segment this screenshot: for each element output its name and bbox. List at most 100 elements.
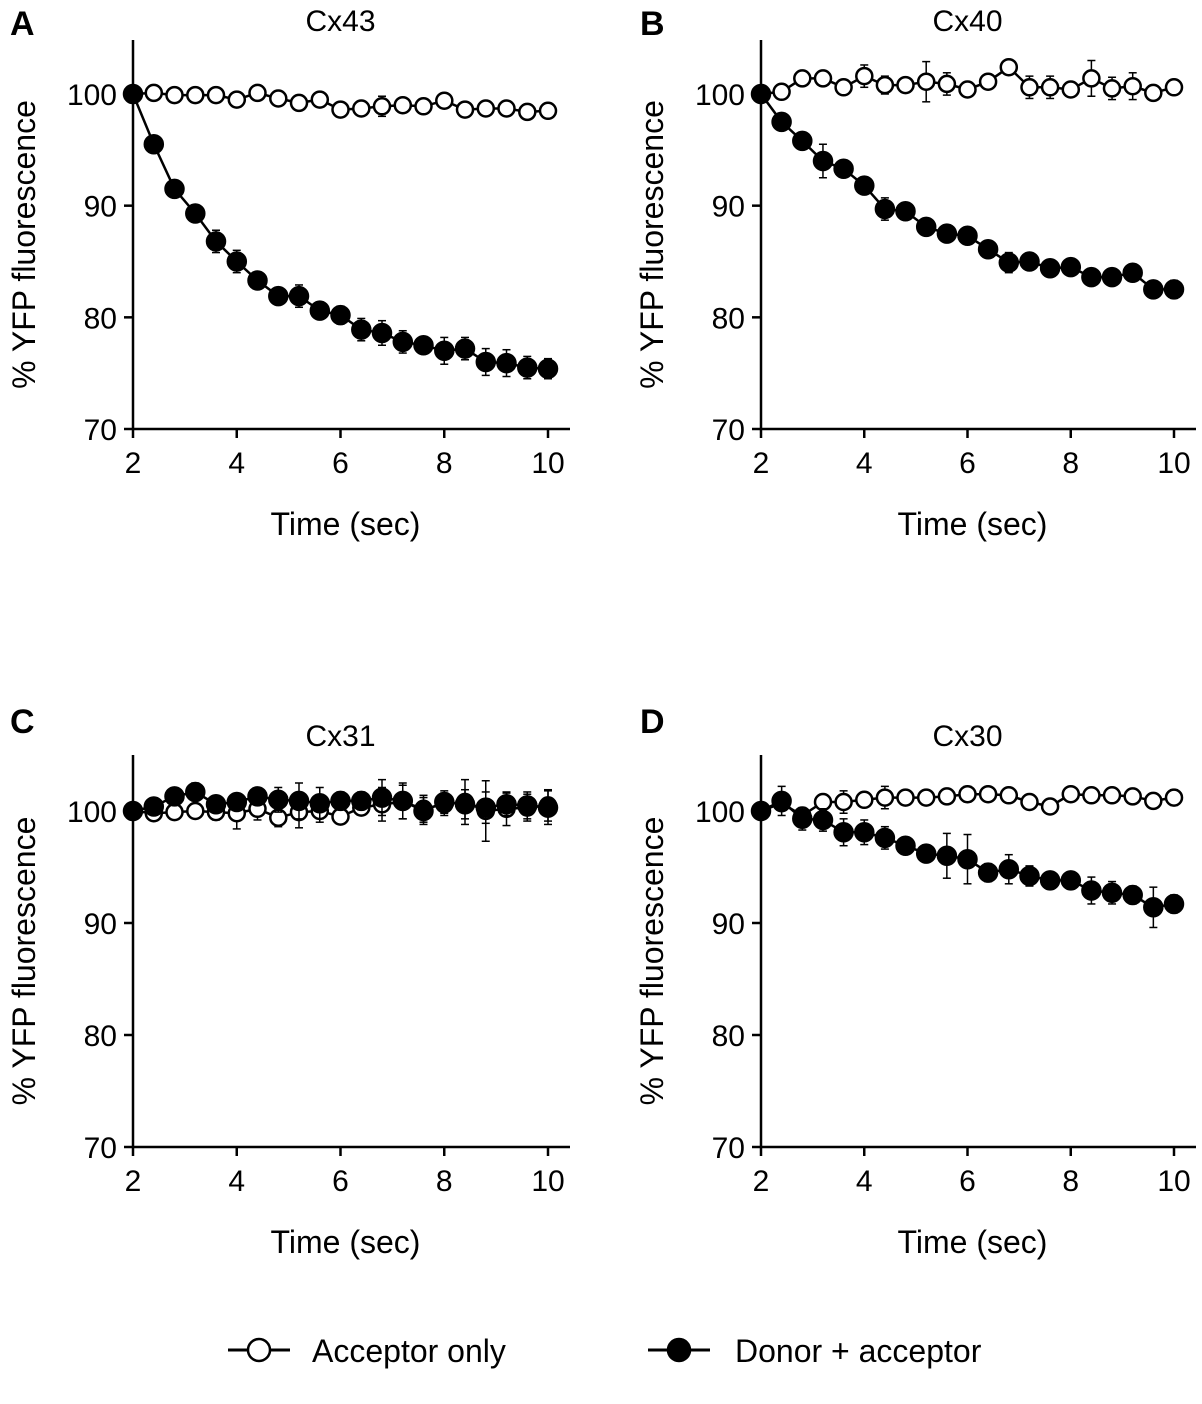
open-data-point — [1144, 791, 1163, 811]
x-axis-label: Time (sec) — [898, 1224, 1048, 1260]
filled-data-point — [122, 83, 144, 105]
x-tick-label: 4 — [856, 447, 873, 480]
open-data-point — [518, 102, 537, 122]
x-tick-label: 8 — [436, 447, 453, 480]
filled-data-point — [854, 822, 875, 843]
open-data-point — [896, 788, 915, 807]
y-tick-label: 70 — [84, 1132, 117, 1165]
y-tick-label: 90 — [84, 191, 117, 224]
filled-data-point — [936, 845, 958, 867]
legend: Acceptor only Donor + acceptor — [228, 1333, 982, 1369]
x-tick-label: 6 — [332, 1165, 349, 1198]
open-data-point — [144, 83, 164, 103]
open-data-point — [393, 95, 413, 115]
open-data-point — [310, 90, 330, 109]
filled-data-point — [475, 351, 497, 373]
series-line — [131, 93, 549, 370]
x-axis-label: Time (sec) — [271, 1224, 421, 1260]
open-data-point — [1082, 69, 1101, 88]
panels: A Cx43 70 80 90 100 2 4 6 8 10 Time (sec) % YFP fluo… — [6, 5, 1196, 1260]
x-axis-label: Time (sec) — [271, 506, 421, 542]
open-data-point — [958, 784, 977, 804]
chart-title: Cx30 — [932, 720, 1002, 753]
x-tick-label: 6 — [332, 447, 349, 480]
open-data-point — [999, 57, 1019, 77]
open-data-point — [896, 75, 915, 95]
x-axis-label: Time (sec) — [898, 506, 1048, 542]
filled-data-point — [750, 800, 772, 822]
open-data-point — [1123, 76, 1142, 96]
x-tick-label: 6 — [959, 447, 976, 480]
open-data-point — [855, 66, 874, 86]
filled-data-point — [1081, 266, 1102, 288]
y-tick-label: 90 — [712, 191, 745, 224]
y-tick-label: 90 — [712, 908, 745, 941]
filled-data-point — [496, 794, 517, 815]
open-data-point — [1082, 786, 1101, 805]
legend-label-acceptor-only: Acceptor only — [312, 1333, 506, 1369]
panel-letter: C — [10, 703, 35, 741]
open-data-point — [978, 72, 998, 91]
open-data-point — [435, 91, 454, 110]
filled-data-point — [1060, 870, 1082, 891]
series-donor-acceptor — [750, 785, 1185, 929]
y-axis-label: % YFP fluorescence — [6, 817, 42, 1106]
open-data-point — [248, 83, 267, 103]
open-data-point — [206, 85, 226, 105]
open-data-point — [855, 790, 874, 810]
open-data-point — [1020, 792, 1039, 812]
open-data-point — [813, 792, 833, 812]
chart-title: Cx43 — [305, 5, 375, 38]
filled-data-point — [268, 789, 289, 811]
filled-data-point — [1163, 279, 1185, 300]
y-axis-label: % YFP fluorescence — [634, 100, 670, 389]
open-data-point — [1102, 79, 1122, 98]
filled-data-point — [895, 835, 916, 856]
open-data-point — [937, 787, 957, 806]
open-data-point — [834, 792, 853, 812]
legend-item-donor-acceptor: Donor + acceptor — [648, 1333, 982, 1369]
panel-cx40: B Cx40 70 80 90 100 2 4 6 8 10 Time (sec) % YFP fluo… — [634, 5, 1196, 542]
open-data-point — [1144, 83, 1163, 103]
filled-data-point — [977, 238, 999, 260]
open-data-point — [186, 801, 205, 821]
filled-data-point — [185, 781, 206, 803]
filled-data-point — [226, 791, 248, 813]
filled-data-point — [413, 800, 434, 822]
filled-data-point — [1122, 262, 1143, 283]
filled-data-point — [812, 809, 834, 831]
filled-data-point — [1122, 884, 1143, 906]
x-tick-label: 4 — [228, 447, 245, 480]
filled-data-point — [936, 223, 958, 244]
filled-data-point — [392, 331, 414, 353]
x-tick-label: 2 — [753, 447, 770, 480]
x-tick-label: 8 — [436, 1165, 453, 1198]
open-data-point — [538, 101, 558, 121]
filled-data-point — [1143, 897, 1164, 918]
open-data-point — [1123, 787, 1142, 806]
series-donor-acceptor — [122, 83, 559, 380]
open-data-point — [772, 82, 791, 102]
legend-item-acceptor-only: Acceptor only — [228, 1333, 506, 1369]
x-tick-label: 2 — [125, 447, 142, 480]
x-tick-label: 8 — [1062, 1165, 1079, 1198]
open-data-point — [875, 788, 895, 807]
open-data-point — [414, 97, 433, 116]
filled-data-point — [1101, 266, 1123, 288]
open-data-point — [1164, 78, 1184, 97]
filled-data-point — [371, 322, 393, 344]
filled-data-point — [771, 790, 792, 812]
filled-data-point — [1163, 893, 1185, 915]
filled-data-point — [537, 358, 559, 379]
filled-data-point — [792, 808, 813, 830]
y-tick-label: 70 — [712, 1132, 745, 1165]
filled-data-point — [874, 827, 896, 849]
open-data-point — [372, 97, 392, 116]
x-tick-label: 6 — [959, 1165, 976, 1198]
filled-data-point — [957, 225, 978, 247]
filled-data-point — [351, 319, 372, 340]
filled-data-point — [309, 300, 331, 321]
filled-data-point — [496, 352, 517, 374]
filled-data-point — [915, 843, 937, 864]
open-data-point — [455, 100, 475, 119]
